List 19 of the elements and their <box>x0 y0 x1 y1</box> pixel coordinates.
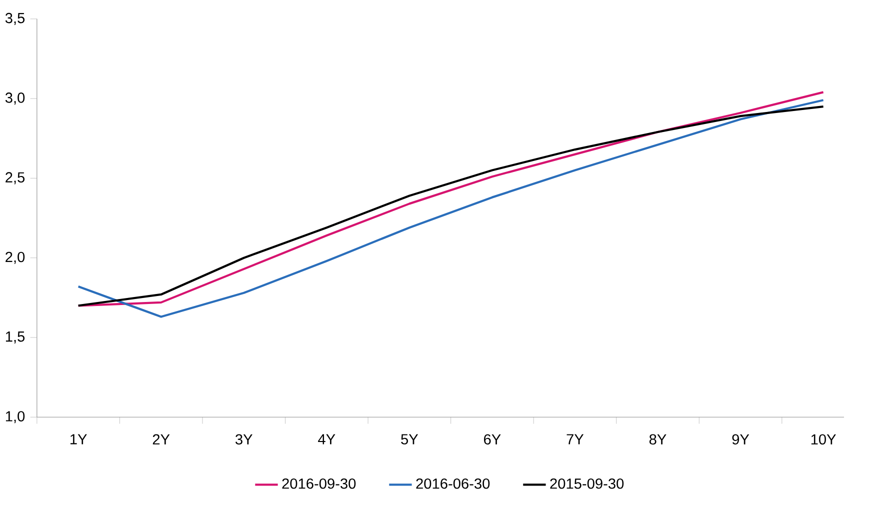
x-tick-label: 1Y <box>70 434 87 444</box>
x-tick-label: 5Y <box>401 434 418 445</box>
x-tick-label: 8Y <box>649 434 666 445</box>
y-tick-label: 1,0 <box>6 411 25 424</box>
x-tick-label: 9Y <box>732 434 750 445</box>
x-tick-label: 7Y <box>566 434 584 444</box>
x-tick-label: 3Y <box>236 434 252 445</box>
x-tick-label: 4Y <box>318 434 336 444</box>
x-tick-label: 6Y <box>484 434 501 445</box>
y-tick-label: 2,0 <box>6 252 25 264</box>
x-tick-label: 2Y <box>152 434 170 445</box>
y-tick-label: 2,5 <box>6 172 25 184</box>
y-tick-label: 3,5 <box>5 13 25 26</box>
legend-label: 2015-09-30 <box>550 478 624 489</box>
legend-label: 2016-09-30 <box>282 478 356 489</box>
y-tick-label: 3,0 <box>5 92 25 105</box>
x-tick-label: 10Y <box>811 434 836 445</box>
legend-label: 2016-06-30 <box>416 478 490 489</box>
y-tick-label: 1,5 <box>6 332 25 344</box>
